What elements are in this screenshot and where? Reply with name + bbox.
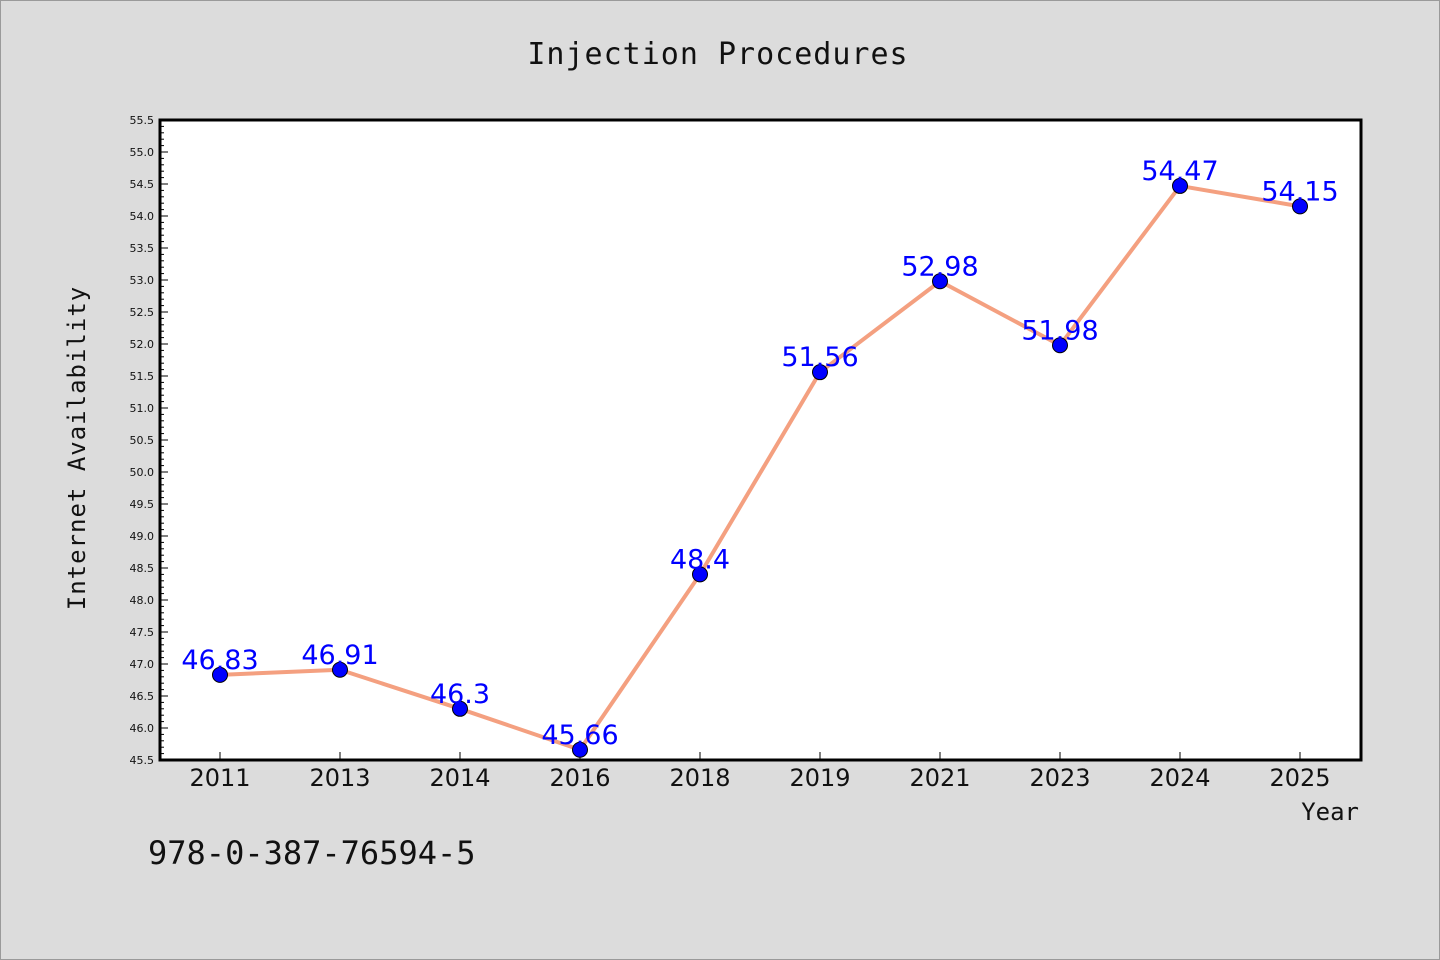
x-tick-label: 2014 [429, 764, 490, 792]
y-tick-label: 52.5 [130, 306, 155, 319]
data-point [932, 273, 948, 290]
data-labels: 46.83 46.91 46.3 45.66 48.4 51.56 52.98 51.98 54… [181, 156, 1338, 751]
data-markers [212, 177, 1308, 758]
data-point [812, 364, 828, 381]
data-point [452, 700, 468, 717]
y-tick-label: 51.5 [130, 370, 155, 383]
data-label: 54.15 [1261, 176, 1338, 207]
x-tick-label: 2011 [189, 764, 250, 792]
y-tick-label: 50.5 [130, 434, 155, 447]
y-tick-label: 55.5 [130, 114, 155, 127]
series-line [219, 183, 1301, 752]
y-tick-label: 54.5 [130, 178, 155, 191]
y-tick-label: 54.0 [130, 210, 155, 223]
y-tick-label: 47.5 [130, 626, 155, 639]
y-tick-label: 48.0 [130, 594, 155, 607]
y-tick-label: 48.5 [130, 562, 155, 575]
data-label: 51.98 [1021, 315, 1098, 346]
data-label: 45.66 [541, 720, 618, 751]
data-point [212, 666, 228, 683]
data-point [332, 661, 348, 678]
x-tick-label: 2016 [549, 764, 610, 792]
y-tick-label: 51.0 [130, 402, 155, 415]
x-tick-label: 2018 [669, 764, 730, 792]
x-axis: 2011 2013 2014 2016 2018 2019 2021 2023 2024 2025 [189, 752, 1331, 792]
data-point [1172, 177, 1188, 194]
data-label: 54.47 [1141, 156, 1218, 187]
data-label: 46.83 [181, 645, 258, 676]
x-tick-label: 2024 [1149, 764, 1210, 792]
isbn-annotation: 978-0-387-76594-5 [148, 834, 476, 872]
y-axis: 45.5 46.0 46.5 47.0 47.5 48.0 48.5 49.0 49.5 50.0… [130, 114, 168, 767]
y-tick-label: 45.5 [130, 754, 155, 767]
y-tick-label: 53.0 [130, 274, 155, 287]
data-label: 46.3 [430, 679, 490, 710]
x-axis-label: Year [1301, 798, 1359, 826]
y-tick-label: 52.0 [130, 338, 155, 351]
x-tick-label: 2023 [1029, 764, 1090, 792]
y-tick-label: 49.0 [130, 530, 155, 543]
x-tick-label: 2025 [1269, 764, 1330, 792]
data-point [692, 566, 708, 583]
data-point [572, 741, 588, 758]
data-label: 48.4 [670, 544, 730, 575]
data-point [1292, 198, 1308, 215]
data-label: 51.56 [781, 342, 858, 373]
x-tick-label: 2013 [309, 764, 370, 792]
y-tick-label: 49.5 [130, 498, 155, 511]
y-tick-label: 46.5 [130, 690, 155, 703]
x-tick-label: 2019 [789, 764, 850, 792]
y-axis-label: Internet Availability [63, 286, 91, 610]
data-point [1052, 337, 1068, 354]
data-label: 46.91 [301, 640, 378, 671]
y-tick-label: 46.0 [130, 722, 155, 735]
y-tick-label: 55.0 [130, 146, 155, 159]
y-tick-label: 53.5 [130, 242, 155, 255]
chart-title: Injection Procedures [527, 37, 908, 72]
x-tick-label: 2021 [909, 764, 970, 792]
y-tick-label: 47.0 [130, 658, 155, 671]
y-tick-label: 50.0 [130, 466, 155, 479]
data-label: 52.98 [901, 251, 978, 282]
plot-area [158, 118, 1363, 762]
